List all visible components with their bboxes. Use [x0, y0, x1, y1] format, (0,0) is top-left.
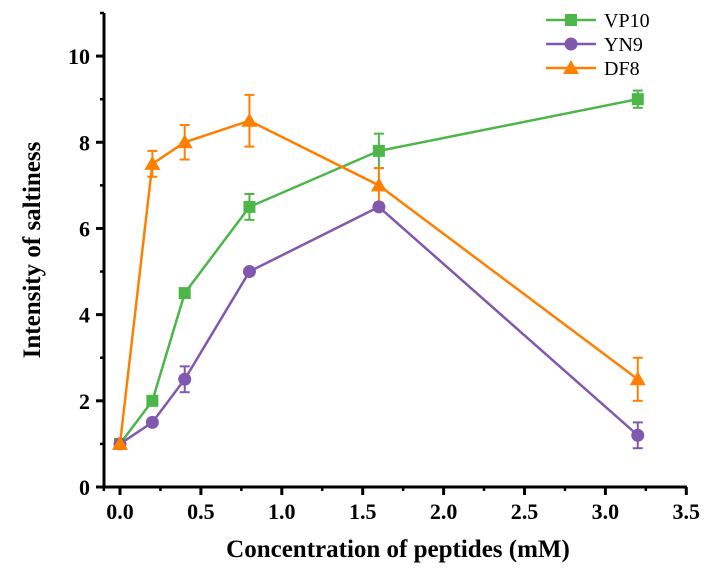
marker-square — [372, 144, 385, 157]
x-tick-label: 2.5 — [511, 499, 539, 524]
series-line — [118, 119, 639, 445]
legend-label: VP10 — [604, 10, 650, 32]
series-line — [119, 97, 639, 445]
marker-triangle — [241, 112, 258, 127]
marker-circle — [242, 265, 256, 279]
marker-square — [243, 200, 256, 213]
x-axis-label: Concentration of peptides (mM) — [226, 536, 570, 563]
marker-triangle — [370, 177, 387, 192]
legend-item: VP10 — [546, 10, 650, 32]
y-tick-label: 2 — [79, 389, 90, 414]
marker-triangle — [112, 435, 128, 450]
y-tick-label: 6 — [79, 216, 90, 241]
marker-square — [631, 93, 644, 106]
y-axis-label: Intensity of saltiness — [19, 141, 46, 358]
x-tick-label: 1.5 — [349, 499, 377, 524]
marker-circle — [564, 37, 578, 51]
marker-circle — [372, 200, 386, 214]
x-tick-label: 0.5 — [187, 499, 215, 524]
y-tick-label: 4 — [79, 303, 90, 328]
y-tick-label: 8 — [79, 130, 90, 155]
marker-square — [178, 287, 191, 300]
marker-triangle — [563, 60, 579, 74]
marker-square — [146, 394, 159, 407]
x-tick-label: 1.0 — [268, 499, 296, 524]
marker-circle — [178, 372, 192, 386]
legend-label: YN9 — [604, 34, 643, 56]
marker-triangle — [629, 371, 646, 386]
y-tick-label: 0 — [79, 475, 90, 500]
marker-circle — [145, 415, 159, 429]
marker-triangle — [176, 134, 193, 149]
legend-label: DF8 — [604, 58, 640, 80]
legend-item: YN9 — [546, 34, 643, 56]
series-yn9 — [119, 205, 643, 450]
series-line — [119, 205, 639, 445]
y-tick-label: 10 — [68, 44, 90, 69]
marker-square — [565, 14, 577, 26]
legend-item: DF8 — [546, 58, 640, 80]
x-tick-label: 2.0 — [430, 499, 458, 524]
x-tick-label: 3.5 — [673, 499, 701, 524]
x-tick-label: 3.0 — [592, 499, 620, 524]
markers-df8 — [112, 112, 646, 450]
marker-circle — [631, 428, 645, 442]
marker-triangle — [144, 155, 161, 170]
x-tick-label: 0.0 — [106, 499, 134, 524]
series-vp10 — [119, 89, 643, 445]
markers-vp10 — [114, 93, 644, 450]
